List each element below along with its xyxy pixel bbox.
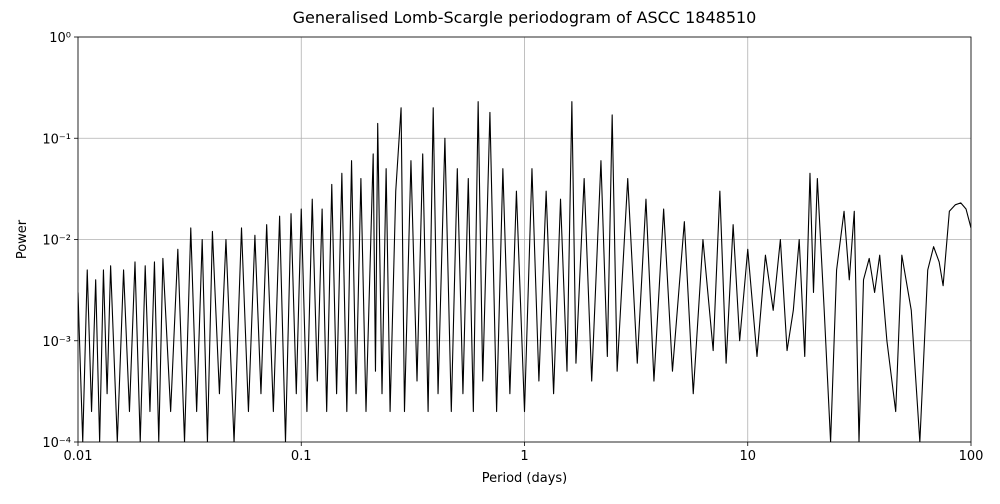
- y-tick-label: 10⁻⁴: [42, 436, 71, 451]
- ticks: 0.01 0.1 1 10 100 10⁻⁴ 10⁻³ 10⁻² 10⁻¹ 10⁰: [42, 31, 983, 464]
- x-axis-label: Period (days): [482, 471, 568, 486]
- x-tick-label: 0.1: [291, 449, 312, 464]
- plot-area: [78, 101, 971, 442]
- y-tick-label: 10⁻³: [42, 335, 71, 350]
- y-tick-label: 10⁻²: [42, 234, 71, 249]
- x-tick-label: 0.01: [64, 449, 93, 464]
- power-line: [78, 101, 971, 442]
- x-tick-label: 1: [520, 449, 528, 464]
- x-tick-label: 10: [739, 449, 756, 464]
- x-tick-label: 100: [959, 449, 984, 464]
- y-tick-label: 10⁰: [49, 31, 71, 46]
- chart-title: Generalised Lomb-Scargle periodogram of …: [293, 8, 757, 27]
- y-axis-label: Power: [15, 219, 30, 259]
- y-tick-label: 10⁻¹: [42, 132, 71, 147]
